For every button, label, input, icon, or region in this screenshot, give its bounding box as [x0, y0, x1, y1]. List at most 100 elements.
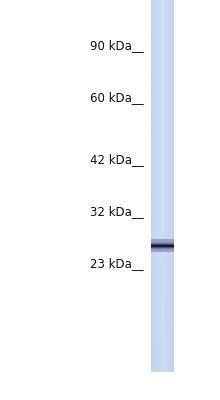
Bar [155, 0, 156, 372]
Bar [154, 0, 155, 372]
Bar [151, 238, 174, 242]
Bar [166, 0, 167, 372]
Bar [151, 93, 174, 97]
Bar [151, 59, 174, 63]
Bar [163, 0, 164, 372]
Bar [151, 208, 174, 212]
Bar [151, 243, 174, 244]
Bar [151, 240, 174, 241]
Bar [151, 108, 174, 112]
Bar [151, 204, 174, 208]
Bar [151, 256, 174, 260]
Bar [151, 271, 174, 275]
Bar [151, 364, 174, 368]
Bar [164, 0, 165, 372]
Bar [151, 249, 174, 250]
Bar [151, 246, 174, 247]
Bar [151, 244, 174, 245]
Bar [151, 250, 174, 251]
Bar [151, 260, 174, 264]
Bar [162, 0, 163, 372]
Text: 42 kDa__: 42 kDa__ [90, 154, 144, 166]
Bar [151, 239, 174, 240]
Bar [159, 0, 160, 372]
Bar [151, 241, 174, 242]
Bar [151, 33, 174, 37]
Bar [151, 264, 174, 268]
Bar [157, 0, 158, 372]
Bar [151, 56, 174, 60]
Bar [151, 52, 174, 56]
Bar [151, 171, 174, 175]
Bar [169, 0, 170, 372]
Bar [151, 148, 174, 152]
Bar [151, 145, 174, 149]
Bar [151, 251, 174, 252]
Bar [151, 26, 174, 30]
Bar [151, 174, 174, 178]
Bar [151, 245, 174, 246]
Bar [151, 215, 174, 220]
Bar [160, 0, 161, 372]
Bar [151, 357, 174, 361]
Bar [173, 0, 174, 372]
Bar [151, 111, 174, 115]
Bar [151, 240, 174, 241]
Bar [163, 0, 164, 372]
Bar [151, 247, 174, 248]
Bar [151, 245, 174, 246]
Bar [165, 0, 166, 372]
Bar [151, 286, 174, 290]
Bar [151, 193, 174, 197]
Bar [168, 0, 169, 372]
Bar [151, 82, 174, 86]
Bar [152, 0, 153, 372]
Bar [151, 250, 174, 251]
Bar [151, 0, 174, 4]
Bar [151, 182, 174, 186]
Bar [151, 96, 174, 100]
Bar [151, 40, 174, 45]
Bar [167, 0, 168, 372]
Bar [151, 137, 174, 141]
Bar [151, 245, 174, 246]
Bar [151, 85, 174, 89]
Bar [173, 0, 174, 372]
Bar [151, 11, 174, 15]
Bar [151, 323, 174, 327]
Bar [151, 104, 174, 108]
Bar [151, 248, 174, 249]
Bar [153, 0, 154, 372]
Bar [151, 0, 152, 372]
Bar [151, 141, 174, 145]
Bar [151, 134, 174, 138]
Bar [171, 0, 172, 372]
Bar [151, 338, 174, 342]
Text: 32 kDa__: 32 kDa__ [90, 206, 144, 218]
Text: 90 kDa__: 90 kDa__ [90, 40, 144, 52]
Bar [151, 294, 174, 298]
Bar [151, 248, 174, 249]
Bar [160, 0, 161, 372]
Bar [151, 282, 174, 286]
Bar [151, 18, 174, 22]
Bar [152, 0, 153, 372]
Bar [151, 89, 174, 93]
Bar [156, 0, 157, 372]
Bar [151, 327, 174, 331]
Bar [151, 44, 174, 48]
Bar [151, 14, 174, 18]
Bar [151, 275, 174, 279]
Bar [151, 249, 174, 253]
Bar [151, 268, 174, 272]
Bar [151, 316, 174, 320]
Bar [151, 122, 174, 126]
Bar [151, 242, 174, 243]
Bar [151, 130, 174, 134]
Bar [151, 37, 174, 41]
Bar [151, 308, 174, 312]
Bar [155, 0, 156, 372]
Bar [151, 246, 174, 247]
Bar [151, 74, 174, 78]
Bar [151, 48, 174, 52]
